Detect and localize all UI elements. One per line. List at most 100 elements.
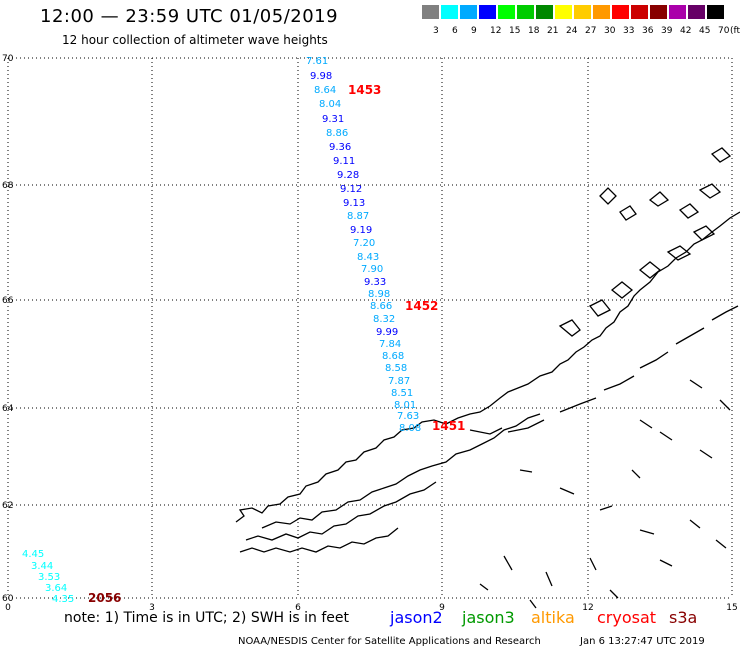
swh-reading: 9.36 (329, 142, 351, 153)
note-text: note: 1) Time is in UTC; 2) SWH is in fe… (64, 610, 350, 626)
legend-swatch (574, 5, 591, 19)
x-tick-label: 12 (582, 603, 593, 613)
swh-reading: 9.31 (322, 114, 344, 125)
legend-swatch (669, 5, 686, 19)
swh-reading: 8.68 (382, 351, 404, 362)
swh-reading: 9.19 (350, 225, 372, 236)
footer-timestamp: Jan 6 13:27:47 UTC 2019 (580, 636, 705, 647)
mission-label: altika (531, 608, 575, 627)
legend-tick-label: 3 (433, 26, 439, 36)
x-tick-label: 0 (5, 603, 11, 613)
swh-reading: 8.04 (319, 99, 341, 110)
legend-swatch (612, 5, 629, 19)
lat-lon-grid (7, 57, 733, 599)
legend-tick-label: 18 (528, 26, 540, 36)
mission-label: jason3 (462, 608, 515, 627)
footer-credit: NOAA/NESDIS Center for Satellite Applica… (238, 636, 541, 647)
legend-tick-label: 27 (585, 26, 597, 36)
legend-swatch (593, 5, 610, 19)
legend-tick-label: 21 (547, 26, 559, 36)
pass-labels: 1453 1452 1451 2056 (88, 83, 465, 605)
legend-tick-label: 33 (623, 26, 635, 36)
mission-label: s3a (669, 608, 698, 627)
legend-swatch (479, 5, 496, 19)
map-subtitle: 12 hour collection of altimeter wave hei… (62, 33, 328, 47)
map-title: 12:00 — 23:59 UTC 01/05/2019 (40, 6, 339, 27)
x-tick-label: 9 (439, 603, 445, 613)
swh-reading: 8.87 (347, 211, 369, 222)
swh-reading: 8.01 (394, 400, 416, 411)
legend-swatch (460, 5, 477, 19)
swh-reading: 7.20 (353, 238, 375, 249)
legend-tick-label: 36 (642, 26, 654, 36)
legend-tick-label: 30 (604, 26, 616, 36)
swh-reading: 4.45 (22, 549, 44, 560)
legend-tick-label: 12 (490, 26, 502, 36)
swh-reading: 9.11 (333, 156, 355, 167)
coastline-inner-1 (261, 413, 541, 529)
swh-reading: 9.12 (340, 184, 362, 195)
x-tick-label: 15 (726, 603, 737, 613)
swh-reading: 8.64 (314, 85, 336, 96)
coastline-south (239, 527, 399, 553)
coastline-main (235, 211, 740, 523)
swh-reading: 7.84 (379, 339, 401, 350)
swh-reading: 3.64 (45, 583, 67, 594)
swh-reading: 8.08 (399, 423, 421, 434)
swh-reading: 4.35 (52, 594, 74, 605)
swh-reading: 8.86 (326, 128, 348, 139)
coastline-islands-1 (558, 225, 716, 337)
swh-reading: 8.43 (357, 252, 379, 263)
legend-swatch (536, 5, 553, 19)
coastline-fjords (469, 305, 739, 435)
swh-reading: 7.61 (306, 56, 328, 67)
coastline-inland-lakes (479, 379, 731, 609)
legend-swatch (422, 5, 439, 19)
pass-id-label: 2056 (88, 591, 121, 605)
legend-tick-label: 42 (680, 26, 692, 36)
legend-tick-label: 24 (566, 26, 578, 36)
altimeter-track-sw: 4.453.443.533.644.35 (22, 549, 74, 605)
legend-unit: (ft) (730, 26, 740, 36)
pass-id-label: 1451 (432, 419, 465, 433)
swh-reading: 8.32 (373, 314, 395, 325)
y-tick-label: 70 (2, 54, 14, 64)
coastline-inner-2 (245, 481, 437, 541)
pass-id-label: 1452 (405, 299, 438, 313)
swh-reading: 7.90 (361, 264, 383, 275)
legend-swatch (498, 5, 515, 19)
swh-reading: 8.51 (391, 388, 413, 399)
legend-tick-label: 6 (452, 26, 458, 36)
swh-reading: 7.63 (397, 411, 419, 422)
legend-tick-label: 9 (471, 26, 477, 36)
swh-reading: 8.58 (385, 363, 407, 374)
swh-reading: 9.13 (343, 198, 365, 209)
legend-swatch (441, 5, 458, 19)
altimeter-track: 7.61 9.98 8.64 8.04 9.31 8.86 9.36 9.11 9.28 9.12… (306, 56, 421, 434)
legend-swatch (650, 5, 667, 19)
x-tick-label: 6 (295, 603, 301, 613)
coastline-islands-2 (599, 147, 732, 221)
y-tick-label: 64 (2, 404, 14, 414)
swh-reading: 3.44 (31, 561, 53, 572)
y-tick-label: 68 (2, 181, 14, 191)
y-tick-label: 62 (2, 501, 13, 511)
legend-swatch (707, 5, 724, 19)
legend-swatch (555, 5, 572, 19)
legend-tick-label: 15 (509, 26, 521, 36)
axis-tick-labels: 0 3 6 9 12 15 60 62 64 66 68 70 (2, 54, 738, 613)
swh-reading: 9.98 (310, 71, 332, 82)
swh-reading: 8.98 (368, 289, 390, 300)
swh-reading: 8.66 (370, 301, 392, 312)
swh-reading: 3.53 (38, 572, 60, 583)
legend-tick-label: 70 (718, 26, 730, 36)
swh-reading: 9.28 (337, 170, 359, 181)
pass-id-label: 1453 (348, 83, 381, 97)
x-tick-label: 3 (149, 603, 155, 613)
swh-reading: 9.99 (376, 327, 398, 338)
legend-tick-label: 45 (699, 26, 711, 36)
coastline (235, 147, 740, 609)
legend-swatch (631, 5, 648, 19)
mission-label: jason2 (390, 608, 443, 627)
